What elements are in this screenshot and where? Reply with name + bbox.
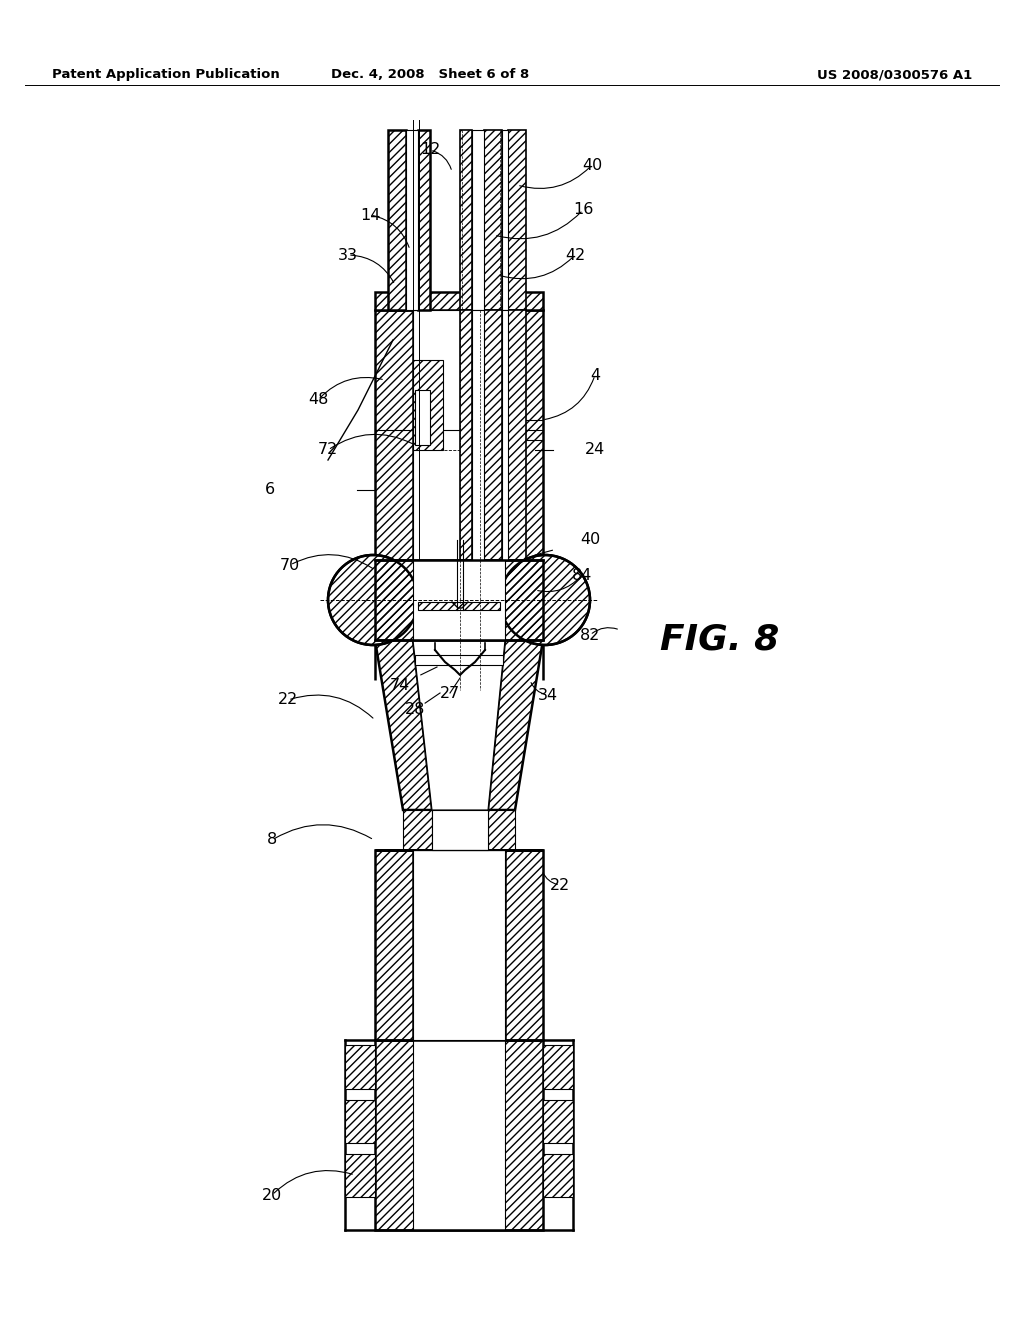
Text: 72: 72	[317, 442, 338, 458]
Text: 42: 42	[565, 248, 585, 263]
Polygon shape	[472, 129, 484, 310]
Polygon shape	[345, 1045, 375, 1089]
Polygon shape	[415, 389, 430, 445]
Polygon shape	[488, 810, 515, 850]
Polygon shape	[375, 310, 413, 560]
Polygon shape	[508, 310, 526, 560]
Circle shape	[328, 554, 418, 645]
Polygon shape	[388, 129, 406, 310]
Text: 40: 40	[582, 157, 602, 173]
Text: 82: 82	[580, 627, 600, 643]
Polygon shape	[413, 1040, 505, 1230]
Polygon shape	[413, 850, 505, 1040]
Polygon shape	[375, 850, 413, 1040]
Polygon shape	[484, 310, 502, 560]
Polygon shape	[432, 810, 488, 850]
Polygon shape	[502, 129, 508, 310]
Text: 70: 70	[280, 557, 300, 573]
Polygon shape	[345, 1100, 375, 1143]
Polygon shape	[543, 1045, 573, 1089]
Polygon shape	[375, 1040, 543, 1230]
Polygon shape	[505, 310, 543, 560]
Polygon shape	[413, 360, 443, 450]
Polygon shape	[484, 129, 502, 310]
Polygon shape	[345, 1154, 375, 1197]
Polygon shape	[502, 310, 508, 560]
Text: 84: 84	[571, 568, 592, 582]
Polygon shape	[375, 560, 543, 640]
Polygon shape	[472, 310, 484, 560]
Text: Patent Application Publication: Patent Application Publication	[52, 69, 280, 81]
Polygon shape	[488, 640, 543, 810]
Text: FIG. 8: FIG. 8	[660, 623, 779, 657]
Text: 20: 20	[262, 1188, 283, 1203]
Polygon shape	[460, 310, 472, 560]
Polygon shape	[375, 640, 432, 810]
Text: 48: 48	[308, 392, 328, 408]
Text: 8: 8	[267, 833, 278, 847]
Text: 34: 34	[538, 688, 558, 702]
Text: 12: 12	[420, 143, 440, 157]
Text: 27: 27	[440, 685, 460, 701]
Circle shape	[500, 554, 590, 645]
Text: 4: 4	[590, 367, 600, 383]
Polygon shape	[505, 850, 543, 1040]
Text: US 2008/0300576 A1: US 2008/0300576 A1	[817, 69, 972, 81]
Text: 28: 28	[404, 702, 425, 718]
Text: Dec. 4, 2008   Sheet 6 of 8: Dec. 4, 2008 Sheet 6 of 8	[331, 69, 529, 81]
Text: 16: 16	[572, 202, 593, 218]
Polygon shape	[403, 810, 432, 850]
Text: 33: 33	[338, 248, 358, 263]
Polygon shape	[413, 310, 505, 560]
Polygon shape	[418, 602, 500, 610]
Text: 40: 40	[580, 532, 600, 548]
Polygon shape	[508, 129, 526, 310]
Polygon shape	[543, 1100, 573, 1143]
Polygon shape	[418, 129, 430, 310]
Polygon shape	[460, 129, 472, 310]
Polygon shape	[413, 560, 505, 640]
Text: 22: 22	[278, 693, 298, 708]
Polygon shape	[415, 655, 503, 665]
Polygon shape	[413, 640, 505, 810]
Polygon shape	[406, 129, 418, 310]
Text: 74: 74	[390, 677, 411, 693]
Text: 22: 22	[550, 878, 570, 892]
Text: 6: 6	[265, 483, 275, 498]
Text: 14: 14	[359, 207, 380, 223]
Polygon shape	[375, 292, 543, 310]
Polygon shape	[543, 1154, 573, 1197]
Text: 24: 24	[585, 442, 605, 458]
